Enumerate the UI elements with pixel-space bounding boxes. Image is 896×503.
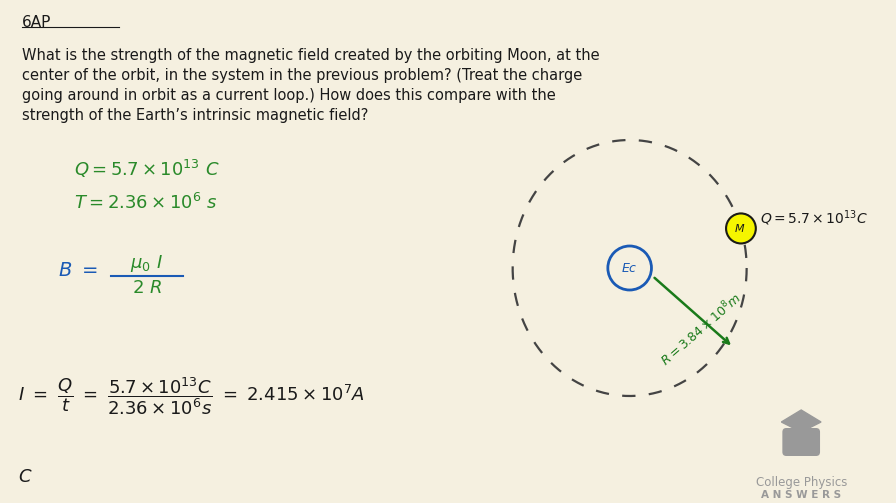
Text: $\mu_0\ I$: $\mu_0\ I$ (130, 253, 163, 274)
Text: 6AP: 6AP (22, 15, 51, 30)
Text: $R=3.84\times10^{8}m$: $R=3.84\times10^{8}m$ (657, 290, 745, 370)
Text: A N S W E R S: A N S W E R S (761, 490, 841, 500)
Text: $C$: $C$ (18, 468, 32, 486)
Circle shape (726, 213, 756, 243)
Text: strength of the Earth’s intrinsic magnetic field?: strength of the Earth’s intrinsic magnet… (22, 108, 368, 123)
Polygon shape (781, 410, 821, 432)
FancyBboxPatch shape (782, 428, 820, 456)
Text: $T = 2.36\times10^{6}\ s$: $T = 2.36\times10^{6}\ s$ (74, 193, 218, 213)
Text: $I\ =\ \dfrac{Q}{t}\ =\ \dfrac{5.7\times10^{13}C}{2.36\times10^{6}s}\ =\ 2.415\t: $I\ =\ \dfrac{Q}{t}\ =\ \dfrac{5.7\times… (18, 375, 365, 417)
Text: What is the strength of the magnetic field created by the orbiting Moon, at the: What is the strength of the magnetic fie… (22, 48, 599, 63)
Text: $B\ =\ $: $B\ =\ $ (57, 262, 98, 280)
Text: $Q = 5.7\times10^{13}\ C$: $Q = 5.7\times10^{13}\ C$ (74, 158, 220, 180)
Text: $Ec$: $Ec$ (621, 262, 638, 275)
Text: $M$: $M$ (735, 222, 745, 234)
Text: center of the orbit, in the system in the previous problem? (Treat the charge: center of the orbit, in the system in th… (22, 68, 582, 83)
Text: going around in orbit as a current loop.) How does this compare with the: going around in orbit as a current loop.… (22, 88, 556, 103)
Text: College Physics: College Physics (755, 476, 847, 489)
Text: $Q = 5.7\times10^{13}C$: $Q = 5.7\times10^{13}C$ (760, 209, 868, 228)
Text: $2\ R$: $2\ R$ (132, 279, 162, 297)
